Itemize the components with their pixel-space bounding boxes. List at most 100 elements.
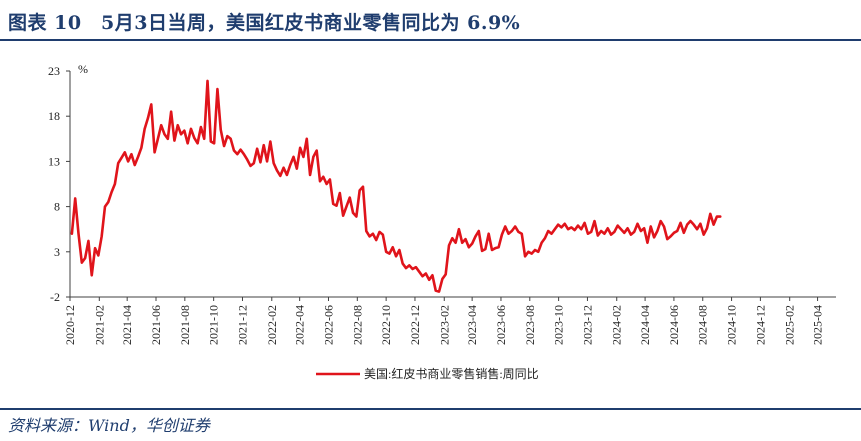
data-point <box>329 179 330 180</box>
data-point <box>349 197 350 198</box>
series-points <box>71 80 721 292</box>
data-point <box>257 148 258 149</box>
x-tick-label: 2023-06 <box>494 305 508 345</box>
data-point <box>197 143 198 144</box>
data-point <box>680 222 681 223</box>
data-point <box>273 163 274 164</box>
data-point <box>677 230 678 231</box>
data-point <box>491 249 492 250</box>
data-point <box>352 212 353 213</box>
data-point <box>167 138 168 139</box>
x-tick-label: 2022-12 <box>408 305 422 345</box>
data-point <box>104 206 105 207</box>
data-point <box>306 138 307 139</box>
data-point <box>382 234 383 235</box>
data-point <box>283 167 284 168</box>
x-tick-label: 2024-08 <box>696 305 710 345</box>
source-note: 资料来源：Wind，华创证券 <box>8 416 210 435</box>
data-point <box>286 174 287 175</box>
data-point <box>118 163 119 164</box>
data-point <box>177 125 178 126</box>
data-point <box>472 243 473 244</box>
header-rule <box>0 39 861 41</box>
data-point <box>429 279 430 280</box>
data-point <box>561 227 562 228</box>
data-point <box>505 226 506 227</box>
data-point <box>544 238 545 239</box>
footer-rule <box>0 408 861 410</box>
data-point <box>184 130 185 131</box>
data-point <box>94 248 95 249</box>
data-point <box>343 215 344 216</box>
data-point <box>577 225 578 226</box>
data-point <box>696 229 697 230</box>
data-point <box>85 258 86 259</box>
data-point <box>303 156 304 157</box>
data-point <box>587 233 588 234</box>
data-point <box>687 224 688 225</box>
data-point <box>81 262 82 263</box>
data-point <box>462 242 463 243</box>
data-point <box>458 229 459 230</box>
data-point <box>223 145 224 146</box>
x-tick-label: 2022-02 <box>265 305 279 345</box>
data-point <box>528 251 529 252</box>
data-point <box>422 276 423 277</box>
data-point <box>415 267 416 268</box>
data-point <box>594 220 595 221</box>
data-point <box>144 128 145 129</box>
data-point <box>617 225 618 226</box>
y-axis-unit-label: % <box>78 62 88 76</box>
data-point <box>171 111 172 112</box>
y-tick-label: 3 <box>54 245 60 259</box>
data-point <box>151 104 152 105</box>
data-point <box>75 198 76 199</box>
x-tick-label: 2023-10 <box>552 305 566 345</box>
x-tick-label: 2023-04 <box>465 305 479 345</box>
data-point <box>266 161 267 162</box>
x-tick-label: 2022-08 <box>350 305 364 345</box>
data-point <box>309 174 310 175</box>
data-point <box>141 147 142 148</box>
data-point <box>190 128 191 129</box>
data-point <box>647 242 648 243</box>
data-point <box>481 250 482 251</box>
data-point <box>640 230 641 231</box>
data-point <box>88 240 89 241</box>
data-point <box>538 251 539 252</box>
x-tick-label: 2021-08 <box>178 305 192 345</box>
data-point <box>498 247 499 248</box>
data-point <box>584 222 585 223</box>
data-point <box>534 249 535 250</box>
data-point <box>627 228 628 229</box>
data-point <box>412 268 413 269</box>
x-tick-label: 2024-10 <box>725 305 739 345</box>
data-point <box>237 154 238 155</box>
data-point <box>134 164 135 165</box>
data-point <box>362 186 363 187</box>
x-tick-label: 2024-04 <box>638 305 652 345</box>
data-point <box>243 154 244 155</box>
x-tick-label: 2025-04 <box>811 305 825 345</box>
data-point <box>280 175 281 176</box>
x-tick-label: 2025-02 <box>783 305 797 345</box>
data-point <box>376 239 377 240</box>
data-point <box>455 242 456 243</box>
data-point <box>300 147 301 148</box>
data-point <box>356 216 357 217</box>
data-point <box>187 143 188 144</box>
data-point <box>548 230 549 231</box>
data-point <box>290 164 291 165</box>
data-point <box>597 235 598 236</box>
data-point <box>157 138 158 139</box>
data-point <box>488 233 489 234</box>
data-point <box>614 231 615 232</box>
data-point <box>174 140 175 141</box>
data-point <box>346 206 347 207</box>
data-point <box>713 224 714 225</box>
data-point <box>194 137 195 138</box>
x-tick-label: 2021-10 <box>207 305 221 345</box>
data-point <box>91 275 92 276</box>
y-tick-label: 23 <box>48 64 60 78</box>
data-point <box>217 88 218 89</box>
